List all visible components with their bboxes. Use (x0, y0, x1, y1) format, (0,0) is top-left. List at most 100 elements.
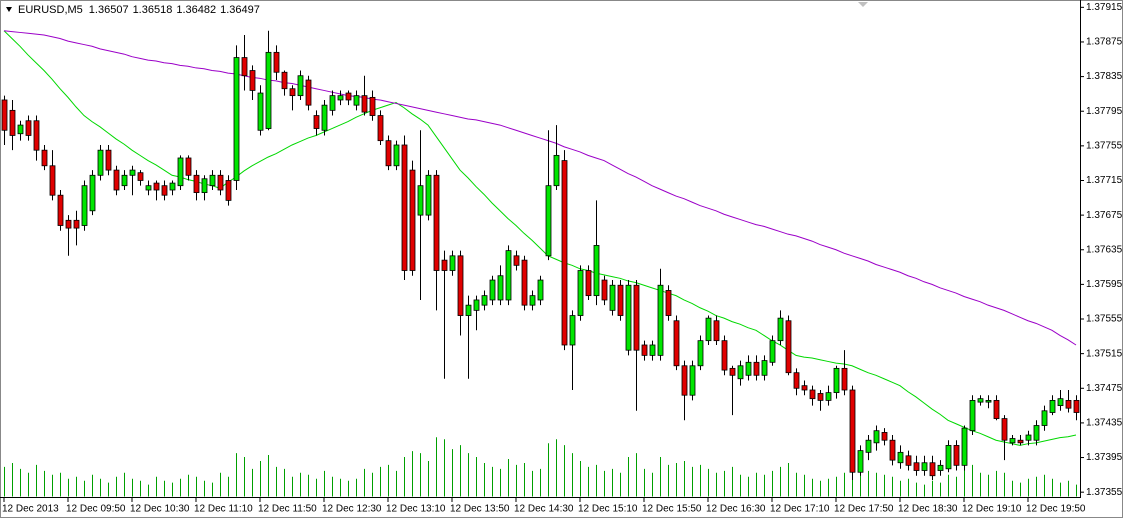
candle-body (313, 115, 320, 129)
x-tick-label: 12 Dec 17:50 (834, 504, 894, 515)
candle-body (393, 144, 400, 167)
quote-open: 1.36507 (89, 4, 129, 16)
y-tick-label: 1.37795 (1086, 106, 1123, 117)
candle-body (369, 96, 376, 116)
candle-body (1049, 399, 1056, 413)
candle-body (457, 255, 464, 316)
candle-body (873, 430, 880, 444)
candle-body (281, 71, 288, 90)
candle-body (641, 344, 648, 356)
candle-body (145, 185, 152, 191)
candle-body (577, 270, 584, 316)
candle-body (1001, 418, 1008, 441)
candle-body (969, 399, 976, 432)
y-tick-label: 1.37595 (1086, 279, 1123, 290)
candle-body (217, 174, 224, 191)
candle-body (569, 315, 576, 346)
candle-body (81, 185, 88, 226)
candle-body (937, 464, 944, 471)
candle-body (617, 284, 624, 316)
candle-body (809, 389, 816, 400)
candle-body (761, 360, 768, 376)
candle-body (89, 174, 96, 212)
candle-body (913, 462, 920, 471)
candle-body (129, 169, 136, 176)
candle-body (529, 295, 536, 306)
y-tick-label: 1.37355 (1086, 487, 1123, 498)
candle-body (441, 259, 448, 271)
candle-body (337, 95, 344, 101)
candle-body (65, 219, 72, 229)
candle-body (673, 320, 680, 367)
candle-body (713, 320, 720, 342)
candle-body (929, 462, 936, 477)
x-tick-label: 12 Dec 15:10 (578, 504, 638, 515)
candle-body (473, 299, 480, 311)
x-tick-label: 12 Dec 13:50 (450, 504, 510, 515)
x-tick-label: 12 Dec 15:50 (642, 504, 702, 515)
candle-body (113, 169, 120, 191)
candle-body (745, 361, 752, 376)
candle-body (241, 57, 248, 77)
candle-body (649, 344, 656, 356)
candle-body (257, 92, 264, 131)
candle-body (249, 70, 256, 91)
candle-body (729, 367, 736, 376)
y-tick-label: 1.37435 (1086, 418, 1123, 429)
y-tick-label: 1.37675 (1086, 210, 1123, 221)
candle-body (1073, 399, 1080, 413)
candle-body (305, 79, 312, 106)
header: EURUSD,M5 1.36507 1.36518 1.36482 1.36497 (18, 4, 260, 16)
candle-body (185, 157, 192, 176)
candle-body (345, 92, 352, 101)
y-tick-label: 1.37715 (1086, 175, 1123, 186)
x-tick-label: 12 Dec 09:50 (66, 504, 126, 515)
y-tick-label: 1.37515 (1086, 348, 1123, 359)
candle-body (609, 284, 616, 311)
symbol: EURUSD,M5 (18, 4, 83, 16)
quote-low: 1.36482 (176, 4, 216, 16)
candle-body (321, 104, 328, 131)
candle-body (657, 284, 664, 356)
candle-body (233, 57, 240, 181)
candle-body (361, 95, 368, 113)
candle-body (25, 120, 32, 136)
y-tick-label: 1.37555 (1086, 314, 1123, 325)
y-tick-label: 1.37395 (1086, 452, 1123, 463)
candle-body (905, 455, 912, 466)
candle-body (105, 149, 112, 171)
candle-body (201, 178, 208, 194)
candle-body (721, 340, 728, 371)
candle-body (889, 439, 896, 461)
candle-body (561, 160, 568, 346)
candle-body (1025, 434, 1032, 441)
candle-body (777, 317, 784, 342)
candle-body (553, 154, 560, 187)
candle-body (169, 182, 176, 191)
y-tick-label: 1.37475 (1086, 383, 1123, 394)
candle-body (1, 99, 8, 131)
candle-body (121, 174, 128, 187)
candle-body (153, 182, 160, 191)
candle-body (1041, 410, 1048, 426)
candle-body (921, 462, 928, 471)
candle-body (273, 51, 280, 73)
candle-body (449, 255, 456, 271)
candle-body (425, 174, 432, 216)
candle-body (849, 389, 856, 473)
x-tick-label: 12 Dec 11:50 (258, 504, 317, 515)
y-tick-label: 1.37915 (1086, 2, 1123, 13)
candle-body (977, 398, 984, 403)
candle-body (465, 304, 472, 316)
candle-body (209, 174, 216, 187)
candle-body (697, 340, 704, 367)
candle-body (881, 432, 888, 441)
candle-body (585, 270, 592, 297)
candle-body (601, 279, 608, 301)
candle-body (513, 255, 520, 266)
candle-body (265, 51, 272, 129)
x-tick-label: 12 Dec 18:30 (898, 504, 958, 515)
candle-body (193, 174, 200, 194)
